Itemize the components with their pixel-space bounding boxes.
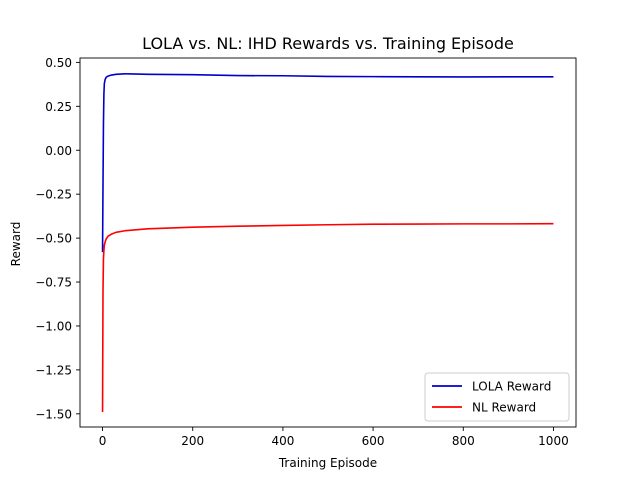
y-tick-label: −1.50 [35, 407, 72, 421]
y-tick-label: −0.75 [35, 276, 72, 290]
x-tick-label: 800 [452, 434, 475, 448]
axes: 0 200 400 600 800 1000 0.50 0.25 0.00 −0.25 −0.50 −… [35, 56, 577, 448]
legend-label-nl: NL Reward [472, 401, 536, 415]
y-tick-label: 0.50 [45, 56, 72, 70]
legend-box [424, 372, 570, 422]
series-line-lola [101, 73, 554, 253]
y-tick-label: 0.00 [45, 144, 72, 158]
x-tick-label: 400 [271, 434, 294, 448]
y-tick-label: −0.25 [35, 188, 72, 202]
x-tick-label: 200 [181, 434, 204, 448]
series-layer [101, 73, 554, 413]
y-tick-label: −1.25 [35, 363, 72, 377]
x-tick-label: 0 [99, 434, 107, 448]
chart-title: LOLA vs. NL: IHD Rewards vs. Training Ep… [142, 34, 514, 53]
y-axis-label: Reward [9, 222, 23, 267]
series-line-nl [101, 222, 554, 413]
y-tick-label: −0.50 [35, 232, 72, 246]
y-tick-label: −1.00 [35, 319, 72, 333]
axes-frame [79, 57, 577, 428]
x-tick-label: 600 [362, 434, 385, 448]
y-tick-label: 0.25 [45, 100, 72, 114]
x-axis-label: Training Episode [278, 456, 377, 470]
x-tick-label: 1000 [538, 434, 569, 448]
legend: LOLA Reward NL Reward [424, 372, 570, 422]
legend-label-lola: LOLA Reward [472, 380, 551, 394]
